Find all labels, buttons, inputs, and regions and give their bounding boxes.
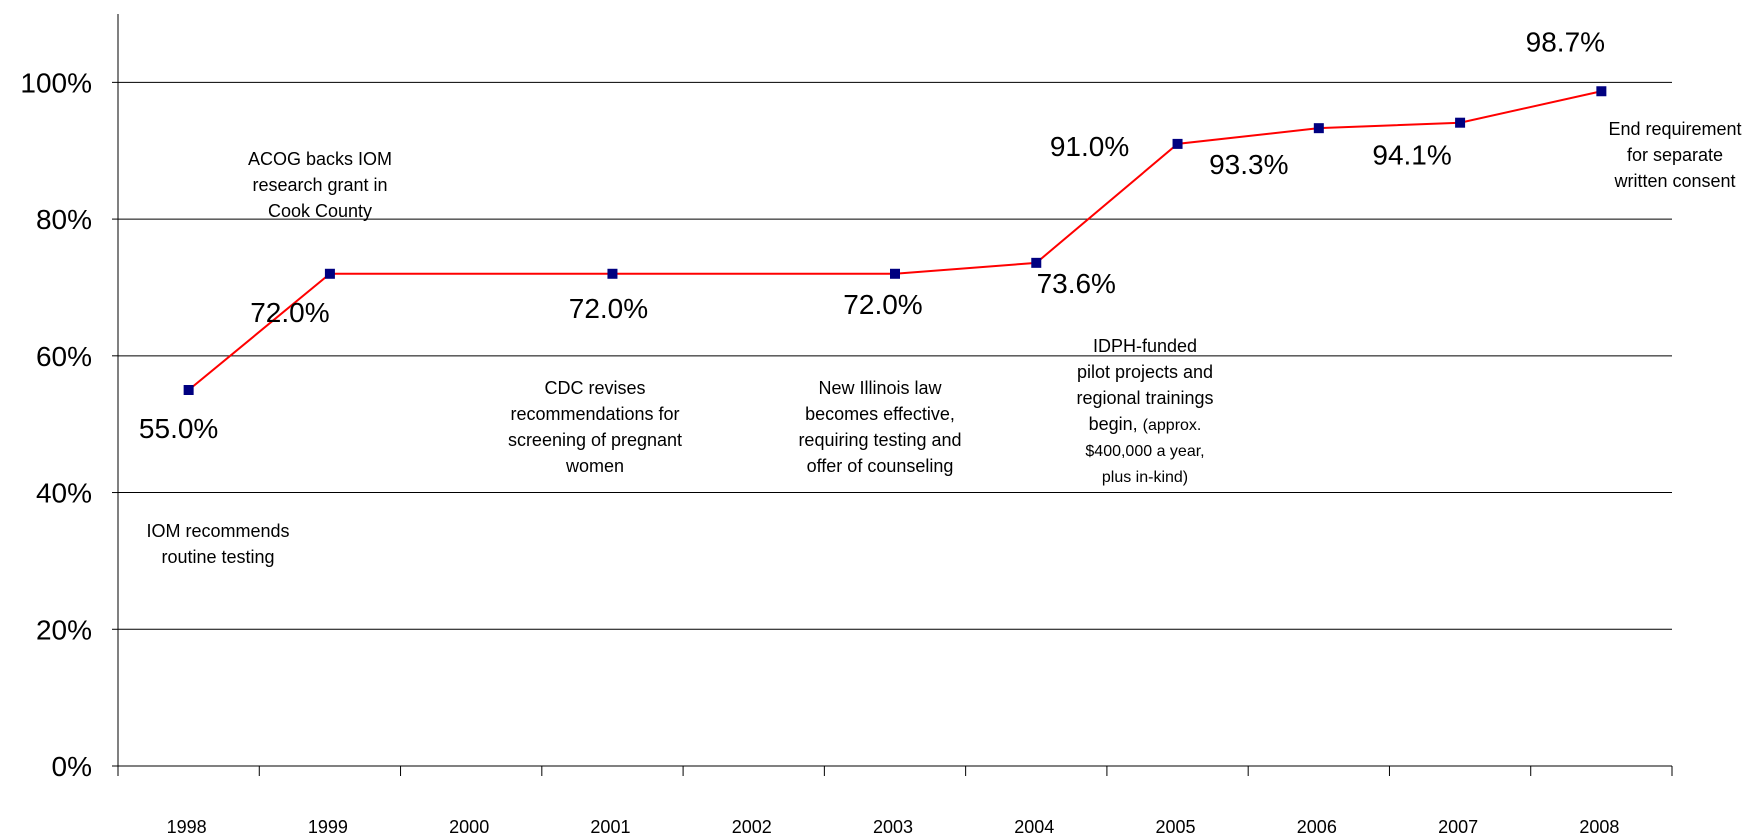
data-point: [1031, 257, 1042, 268]
annotation-iom: IOM recommends routine testing: [118, 518, 318, 570]
y-tick-label: 20%: [36, 614, 92, 645]
data-point: [1455, 117, 1466, 128]
data-point: [607, 268, 618, 279]
data-label: 94.1%: [1372, 140, 1451, 171]
annotation-line: written consent: [1614, 171, 1736, 191]
data-label: 91.0%: [1050, 131, 1129, 162]
series-line: [188, 90, 1602, 391]
y-tick-label: 40%: [36, 478, 92, 509]
annotation-text: begin,: [1088, 414, 1143, 434]
data-point: [1313, 123, 1324, 134]
annotation-cdc: CDC revises recommendations for screenin…: [475, 375, 715, 479]
annotation-line: Cook County: [267, 201, 373, 221]
annotation-line: requiring testing and: [798, 430, 962, 450]
annotation-line: IDPH-funded: [1092, 336, 1198, 356]
annotation-line: offer of counseling: [806, 456, 954, 476]
series-line-path: [188, 90, 1602, 391]
annotation-line: routine testing: [161, 547, 275, 567]
y-axis-ticks: 0% 20% 40% 60% 80% 100%: [20, 67, 118, 782]
x-tick-label: 2002: [732, 817, 772, 835]
x-tick-label: 2005: [1156, 817, 1196, 835]
annotation-small-line: plus in-kind): [1101, 469, 1189, 486]
annotation-line: pilot projects and: [1076, 362, 1214, 382]
annotation-line: women: [565, 456, 625, 476]
y-tick-label: 0%: [52, 751, 92, 782]
annotation-idph: IDPH-funded pilot projects and regional …: [1045, 333, 1245, 491]
data-label: 72.0%: [250, 297, 329, 328]
annotation-line: begin, (approx.: [1045, 411, 1245, 439]
data-point: [324, 268, 335, 279]
annotation-line: becomes effective,: [805, 404, 955, 424]
data-point: [1172, 138, 1183, 149]
annotation-line: research grant in: [252, 175, 388, 195]
x-axis-ticks: 1998 1999 2000 2001 2002 2003 2004 2005 2006 2007…: [117, 766, 1673, 835]
data-label: 73.6%: [1037, 268, 1116, 299]
x-tick-label: 2004: [1014, 817, 1054, 835]
annotation-line: New Illinois law: [818, 378, 942, 398]
annotation-line: for separate: [1626, 145, 1724, 165]
x-tick-label: 2000: [449, 817, 489, 835]
annotation-small-line: $400,000 a year,: [1085, 443, 1205, 460]
annotation-illinois: New Illinois law becomes effective, requ…: [760, 375, 1000, 479]
gridlines: [118, 81, 1672, 630]
annotation-line: IOM recommends: [146, 521, 290, 541]
y-tick-label: 100%: [20, 67, 92, 98]
annotation-small-text: (approx.: [1142, 417, 1202, 434]
annotation-line: ACOG backs IOM: [247, 149, 393, 169]
axes: [117, 14, 1672, 776]
annotation-line: End requirement: [1608, 119, 1742, 139]
data-markers: [183, 86, 1607, 395]
data-label: 72.0%: [843, 289, 922, 320]
x-tick-label: 2003: [873, 817, 913, 835]
x-tick-label: 2007: [1438, 817, 1478, 835]
data-point: [1596, 86, 1607, 97]
annotation-line: CDC revises: [544, 378, 646, 398]
x-tick-label: 2006: [1297, 817, 1337, 835]
annotation-line: screening of pregnant: [507, 430, 683, 450]
annotation-line: recommendations for: [510, 404, 680, 424]
annotation-consent: End requirement for separate written con…: [1590, 116, 1760, 194]
x-tick-label: 2001: [590, 817, 630, 835]
data-labels: 55.0% 72.0% 72.0% 72.0% 73.6% 91.0% 93.3% 94.1%…: [139, 26, 1605, 444]
y-tick-label: 60%: [36, 341, 92, 372]
y-tick-label: 80%: [36, 204, 92, 235]
data-label: 98.7%: [1526, 26, 1605, 57]
data-point: [183, 385, 194, 395]
annotation-acog: ACOG backs IOM research grant in Cook Co…: [220, 146, 420, 224]
data-label: 55.0%: [139, 413, 218, 444]
x-tick-label: 1999: [308, 817, 348, 835]
x-tick-label: 1998: [167, 817, 207, 835]
data-label: 93.3%: [1209, 149, 1288, 180]
data-point: [890, 268, 900, 279]
x-tick-label: 2008: [1579, 817, 1619, 835]
data-label: 72.0%: [569, 293, 648, 324]
annotation-line: regional trainings: [1076, 388, 1214, 408]
